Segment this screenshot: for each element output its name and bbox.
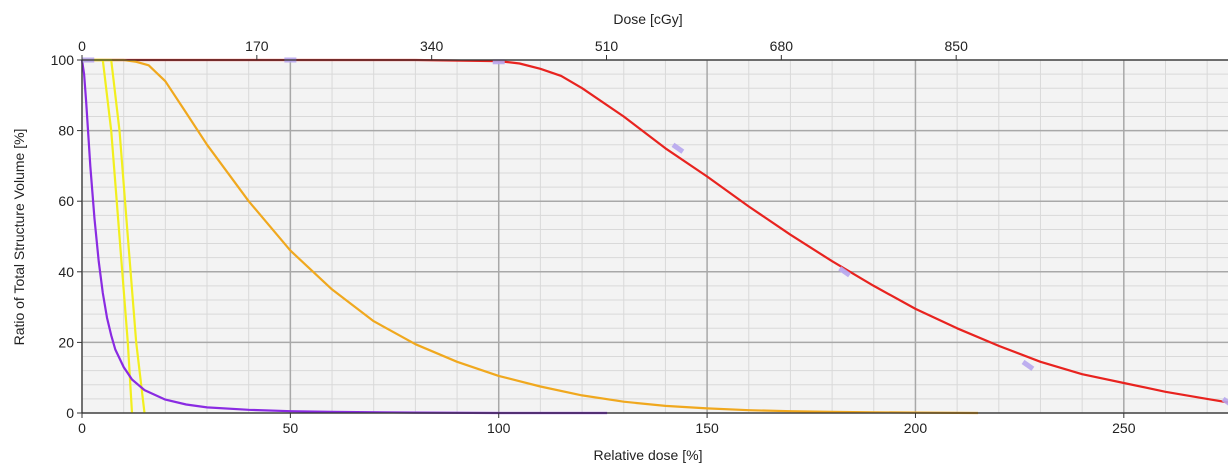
y-tick-label: 20 xyxy=(58,334,74,350)
y-tick-label: 60 xyxy=(58,193,74,209)
plot-background xyxy=(82,60,1228,413)
x-axis-title: Relative dose [%] xyxy=(594,447,703,463)
y-tick-label: 80 xyxy=(58,123,74,139)
data-marker xyxy=(671,142,685,154)
y-tick-label: 100 xyxy=(51,52,75,68)
data-marker xyxy=(1221,396,1228,408)
series-line-1 xyxy=(82,58,979,415)
y-axis-title: Ratio of Total Structure Volume [%] xyxy=(11,129,27,346)
data-marker xyxy=(1021,359,1035,371)
data-marker xyxy=(492,59,505,65)
axis-layer xyxy=(77,55,1228,418)
top-axis-title: Dose [cGy] xyxy=(613,11,682,27)
x-tick-label: 50 xyxy=(283,420,299,436)
x-tick-label: 200 xyxy=(904,420,928,436)
top-tick-label: 510 xyxy=(595,38,619,54)
series-line-4 xyxy=(80,59,608,415)
x-tick-label: 250 xyxy=(1112,420,1136,436)
x-tick-label: 0 xyxy=(78,420,86,436)
x-tick-label: 150 xyxy=(695,420,719,436)
top-tick-label: 850 xyxy=(945,38,969,54)
top-tick-label: 0 xyxy=(78,38,86,54)
top-tick-label: 340 xyxy=(420,38,444,54)
top-tick-label: 680 xyxy=(770,38,794,54)
y-tick-label: 0 xyxy=(66,405,74,421)
x-tick-label: 100 xyxy=(487,420,511,436)
top-tick-label: 170 xyxy=(245,38,269,54)
y-tick-label: 40 xyxy=(58,264,74,280)
data-marker xyxy=(838,266,851,278)
